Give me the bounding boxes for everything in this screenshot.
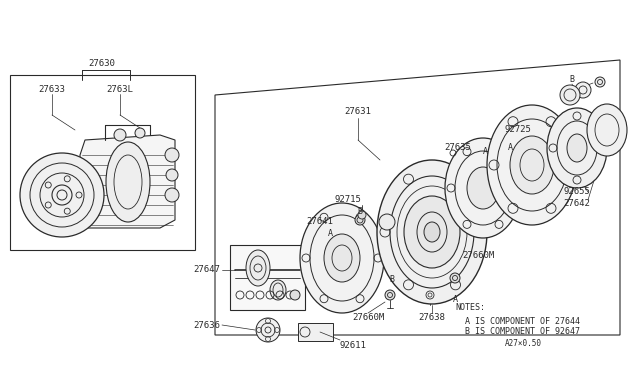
Text: A: A — [508, 142, 513, 151]
Ellipse shape — [547, 108, 607, 188]
Ellipse shape — [424, 222, 440, 242]
Circle shape — [379, 214, 395, 230]
Text: 92611: 92611 — [340, 340, 367, 350]
Ellipse shape — [404, 196, 460, 268]
Circle shape — [165, 148, 179, 162]
Text: 27660M: 27660M — [352, 314, 384, 323]
Text: A IS COMPONENT OF 27644: A IS COMPONENT OF 27644 — [465, 317, 580, 326]
Text: 92725: 92725 — [504, 125, 531, 135]
Text: A: A — [452, 295, 458, 305]
Ellipse shape — [106, 142, 150, 222]
Circle shape — [166, 169, 178, 181]
Text: 27631: 27631 — [344, 108, 371, 116]
Circle shape — [135, 128, 145, 138]
Circle shape — [114, 129, 126, 141]
Text: A27×0.50: A27×0.50 — [505, 339, 542, 347]
Ellipse shape — [587, 104, 627, 156]
Bar — [10, 75, 195, 250]
Polygon shape — [80, 135, 175, 228]
Ellipse shape — [445, 138, 521, 238]
Text: 92655: 92655 — [563, 187, 590, 196]
Circle shape — [165, 188, 179, 202]
Circle shape — [385, 290, 395, 300]
Text: 27636: 27636 — [193, 321, 220, 330]
Circle shape — [355, 215, 365, 225]
Circle shape — [290, 290, 300, 300]
Text: 2763L: 2763L — [107, 86, 133, 94]
Text: 27642: 27642 — [563, 199, 590, 208]
Ellipse shape — [567, 134, 587, 162]
Text: 27660M: 27660M — [462, 250, 494, 260]
Text: B: B — [570, 76, 575, 84]
Text: 27635: 27635 — [445, 144, 472, 153]
Circle shape — [358, 211, 366, 219]
Ellipse shape — [467, 167, 499, 209]
Text: 27633: 27633 — [38, 86, 65, 94]
Circle shape — [595, 77, 605, 87]
Ellipse shape — [246, 250, 270, 286]
Text: B IS COMPONENT OF 92647: B IS COMPONENT OF 92647 — [465, 327, 580, 337]
Ellipse shape — [377, 160, 487, 304]
Text: 27647: 27647 — [193, 266, 220, 275]
Circle shape — [575, 82, 591, 98]
Circle shape — [450, 273, 460, 283]
Circle shape — [256, 318, 280, 342]
Circle shape — [560, 85, 580, 105]
Text: B: B — [358, 208, 362, 217]
Circle shape — [20, 153, 104, 237]
Ellipse shape — [510, 136, 554, 194]
Text: A: A — [328, 228, 333, 237]
Text: 27641: 27641 — [307, 218, 333, 227]
Ellipse shape — [270, 280, 286, 300]
Ellipse shape — [324, 234, 360, 282]
Text: 27630: 27630 — [88, 58, 115, 67]
Text: A: A — [483, 148, 488, 157]
Ellipse shape — [487, 105, 577, 225]
Text: 92715: 92715 — [335, 196, 362, 205]
Text: NOTES:: NOTES: — [455, 304, 485, 312]
Text: B: B — [390, 276, 394, 285]
Polygon shape — [230, 245, 305, 310]
Text: 27638: 27638 — [419, 314, 445, 323]
Bar — [298, 323, 333, 341]
Ellipse shape — [300, 203, 384, 313]
